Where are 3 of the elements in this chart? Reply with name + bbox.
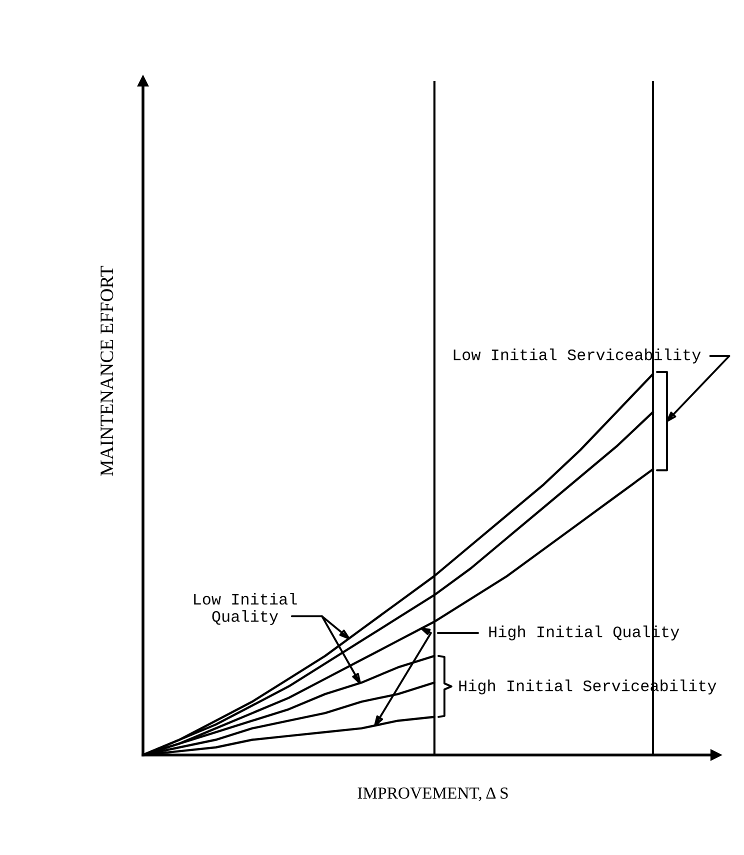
annotation: Low Initial Quality: [194, 592, 297, 626]
x-axis-title: IMPROVEMENT, Δ S: [358, 788, 508, 802]
y-axis-title: MAINTENANCE EFFORT: [100, 266, 114, 476]
